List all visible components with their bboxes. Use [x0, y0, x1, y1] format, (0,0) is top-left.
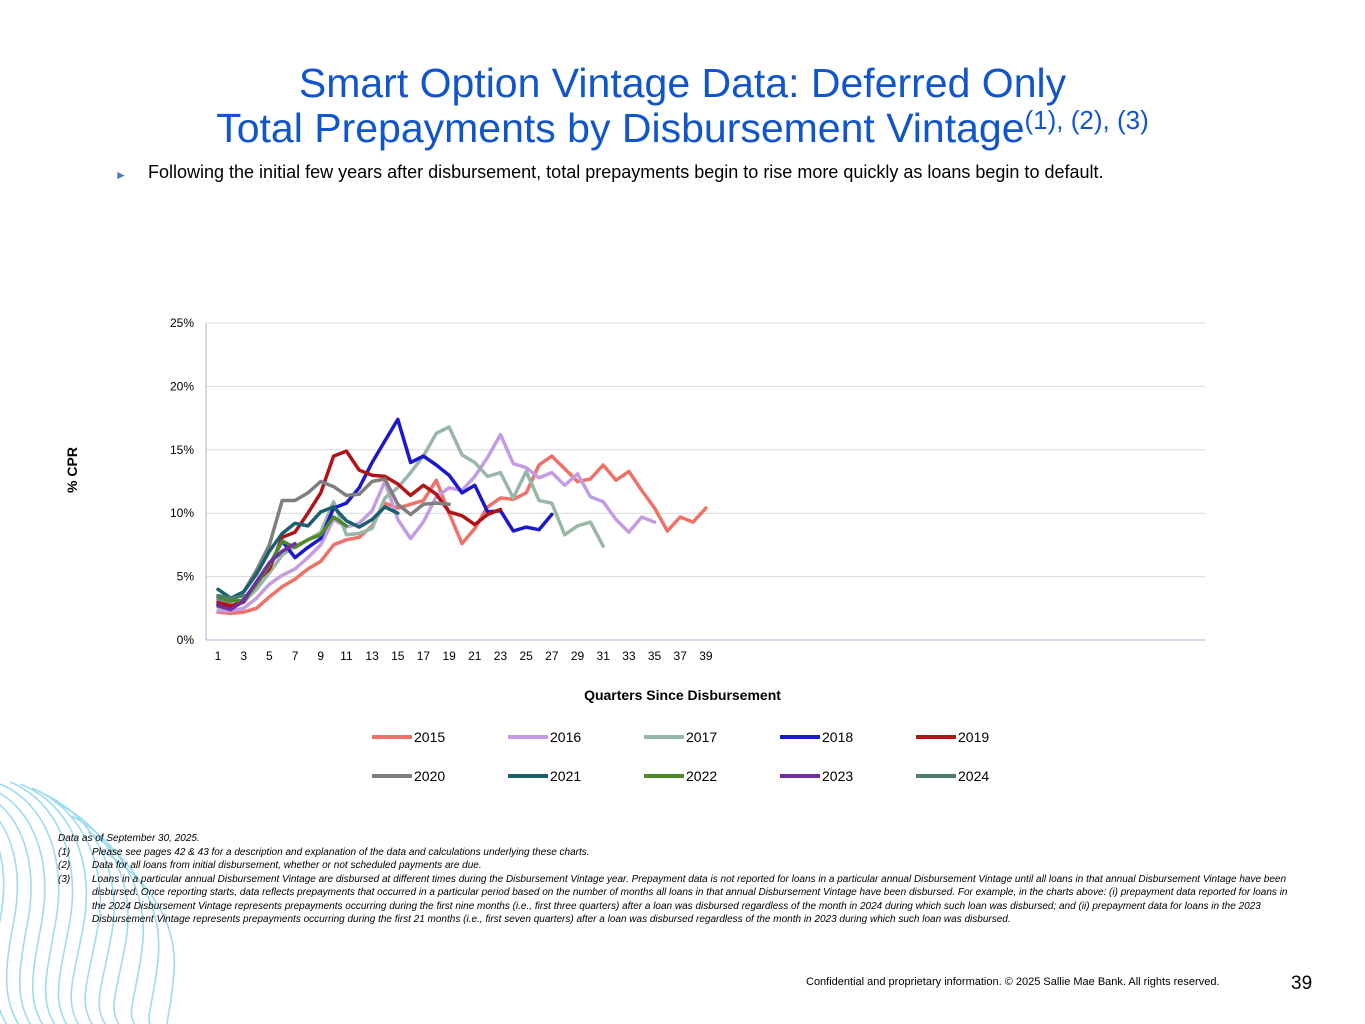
legend-swatch: [916, 735, 956, 739]
series-line-2023: [216, 541, 297, 612]
x-tick-label: 27: [545, 649, 559, 663]
x-axis-title: Quarters Since Disbursement: [584, 687, 781, 703]
x-tick-label: 25: [519, 649, 533, 663]
x-tick-label: 15: [391, 649, 405, 663]
data-as-of-note: Data as of September 30, 2025.: [58, 833, 200, 844]
legend-swatch: [644, 735, 684, 739]
title-footnote-refs: (1), (2), (3): [1024, 105, 1149, 135]
legend-swatch: [372, 774, 412, 778]
legend-label: 2024: [958, 768, 990, 784]
footnote-number: (2): [58, 860, 71, 871]
series-line-2015: [216, 454, 708, 616]
y-tick-label: 20%: [170, 379, 194, 393]
x-tick-label: 1: [215, 649, 222, 663]
x-tick-label: 5: [266, 649, 273, 663]
bullet-arrow-icon: ►: [115, 168, 127, 182]
bullet-text: Following the initial few years after di…: [148, 162, 1104, 182]
x-tick-label: 33: [622, 649, 636, 663]
x-tick-label: 37: [674, 649, 688, 663]
legend-swatch: [644, 774, 684, 778]
decorative-wave-pattern: [0, 781, 176, 1024]
legend-label: 2018: [822, 729, 854, 745]
legend-swatch: [508, 735, 548, 739]
series-line-2024: [216, 593, 246, 600]
series-line-2020: [216, 477, 451, 604]
x-tick-label: 39: [699, 649, 713, 663]
x-tick-label: 23: [494, 649, 508, 663]
cpr-line-chart: 0%5%10%15%20%25%1 3 5 7 9 11 13 15 17 19 21 23 25 27 2…: [170, 316, 1205, 663]
legend-label: 2023: [822, 768, 854, 784]
legend-label: 2016: [550, 729, 582, 745]
series-line-2017: [216, 425, 605, 611]
footnote-2: (2) Data for all loans from initial disbu…: [58, 859, 1298, 873]
x-tick-label: 31: [597, 649, 611, 663]
y-tick-label: 10%: [170, 506, 194, 520]
x-tick-label: 35: [648, 649, 662, 663]
footnotes: Data as of September 30, 2025. (1) Please…: [58, 832, 1298, 927]
x-tick-label: 17: [417, 649, 431, 663]
page-title-line-1: Smart Option Vintage Data: Deferred Only: [298, 60, 1067, 106]
footnote-text: Please see pages 42 & 43 for a descripti…: [92, 846, 590, 858]
x-tick-label: 21: [468, 649, 482, 663]
legend-label: 2020: [414, 768, 446, 784]
footnote-number: (1): [58, 846, 71, 858]
legend-label: 2017: [686, 729, 718, 745]
footnote-text: Data for all loans from initial disburse…: [92, 860, 482, 871]
x-tick-label: 29: [571, 649, 585, 663]
x-tick-label: 9: [317, 649, 324, 663]
x-tick-label: 7: [292, 649, 299, 663]
x-tick-label: 11: [340, 649, 353, 663]
series-line-2018: [216, 417, 554, 611]
y-tick-label: 5%: [177, 570, 195, 584]
x-tick-label: 3: [240, 649, 247, 663]
legend-swatch: [916, 774, 956, 778]
legend-swatch: [508, 774, 548, 778]
y-tick-label: 25%: [170, 316, 194, 330]
x-tick-label: 13: [365, 649, 379, 663]
legend-label: 2019: [958, 729, 990, 745]
legend-label: 2021: [550, 768, 582, 784]
y-tick-label: 15%: [170, 443, 194, 457]
footnote-1: (1) Please see pages 42 & 43 for a descri…: [58, 846, 1298, 860]
legend-label: 2015: [414, 729, 446, 745]
legend-swatch: [372, 735, 412, 739]
y-tick-label: 0%: [177, 633, 195, 647]
footnote-text: Loans in a particular annual Disbursemen…: [92, 873, 1288, 926]
series-line-2021: [216, 505, 400, 600]
legend-swatch: [780, 735, 820, 739]
page-title-main: Total Prepayments by Disbursement Vintag…: [216, 105, 1025, 151]
footnote-3: (3) Loans in a particular annual Disburse…: [58, 873, 1298, 927]
page-number: 39: [1291, 973, 1313, 994]
legend-label: 2022: [686, 768, 718, 784]
y-axis-title: % CPR: [64, 447, 80, 493]
series-line-2022: [216, 515, 349, 603]
footnote-number: (3): [58, 873, 71, 885]
confidential-footer: Confidential and proprietary information…: [806, 976, 1220, 988]
page-title-line-2: Total Prepayments by Disbursement Vintag…: [0, 105, 1365, 151]
x-tick-label: 19: [442, 649, 456, 663]
legend-swatch: [780, 774, 820, 778]
